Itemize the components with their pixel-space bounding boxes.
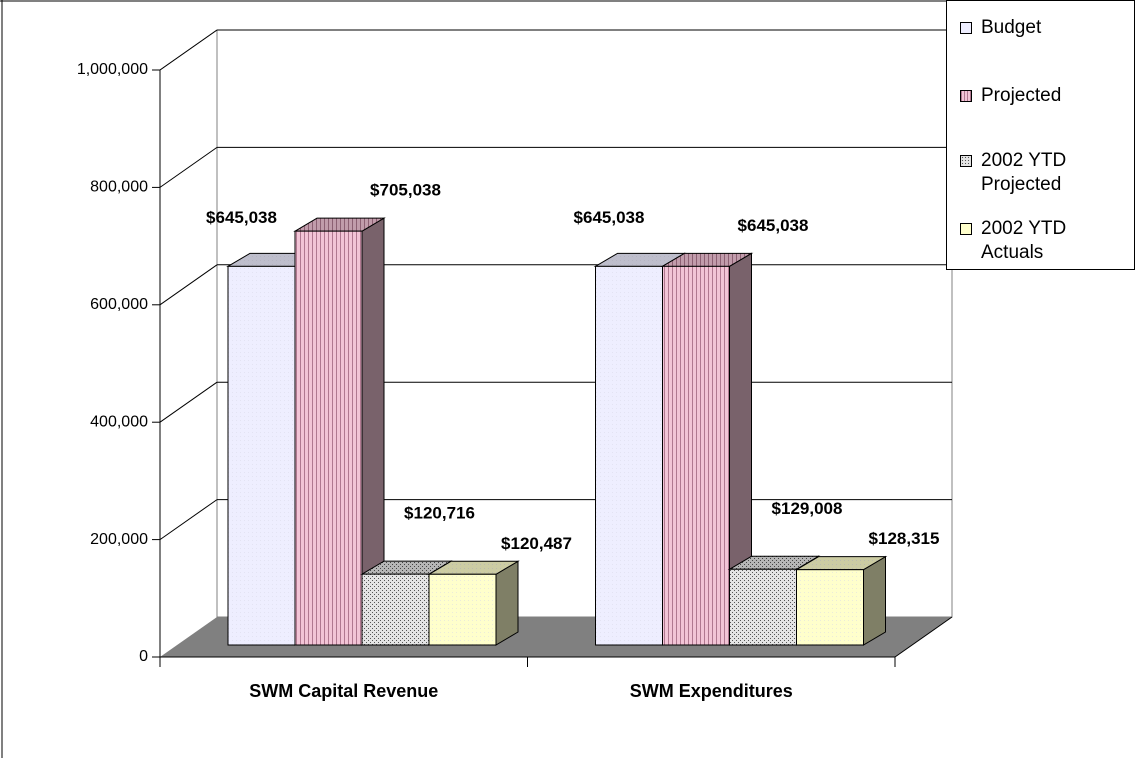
x-tick-label: SWM Expenditures	[630, 681, 793, 701]
data-label: $128,315	[869, 529, 940, 548]
bar-top-shade	[429, 561, 518, 575]
legend-item: 2002 YTD Projected	[960, 149, 1101, 197]
bar	[361, 573, 430, 646]
grid-line	[159, 146, 218, 188]
y-tick-label: 800,000	[90, 179, 148, 196]
legend-swatch	[960, 155, 972, 167]
bar	[595, 265, 663, 646]
grid-line	[159, 499, 218, 541]
bar-side-shade	[729, 253, 752, 645]
grid-line	[159, 29, 218, 71]
bar-top-shade	[295, 218, 384, 232]
x-axis	[894, 616, 953, 658]
y-tick-label: 0	[139, 648, 148, 665]
bar-top-shade	[729, 556, 819, 570]
legend-item: Projected	[960, 84, 1101, 108]
data-label: $120,716	[404, 504, 475, 523]
grid-line	[159, 264, 218, 306]
bar-top-shade	[362, 561, 451, 575]
bar	[227, 265, 296, 646]
legend-label: Projected	[981, 85, 1062, 106]
legend: Budget Projected 2002 YTD Projected 2002 YT…	[946, 0, 1135, 270]
data-label: $129,008	[772, 499, 843, 518]
legend-item: Budget	[960, 16, 1101, 40]
data-label: $120,487	[501, 534, 572, 553]
legend-label: 2002 YTD Actuals	[981, 218, 1067, 263]
y-tick-label: 1,000,000	[77, 61, 148, 78]
grid-line	[159, 381, 218, 423]
bar-top-shade	[595, 253, 685, 267]
bar	[662, 265, 730, 646]
bar-side-shade	[362, 218, 384, 645]
y-tick-label: 400,000	[90, 413, 148, 430]
legend-label: Budget	[981, 17, 1042, 38]
legend-item: 2002 YTD Actuals	[960, 217, 1101, 265]
bar	[796, 569, 864, 646]
data-label: $645,038	[738, 216, 809, 235]
data-label: $645,038	[206, 208, 277, 227]
legend-swatch	[960, 90, 972, 102]
data-label: $705,038	[370, 181, 441, 200]
bar	[294, 230, 363, 646]
bar	[729, 568, 797, 646]
data-label: $645,038	[574, 208, 645, 227]
bar	[428, 573, 497, 646]
bar-side-shade	[863, 556, 886, 645]
x-tick-label: SWM Capital Revenue	[249, 681, 438, 701]
y-tick-label: 200,000	[90, 531, 148, 548]
legend-swatch	[960, 223, 972, 235]
legend-label: 2002 YTD Projected	[981, 150, 1067, 195]
y-tick-label: 600,000	[90, 296, 148, 313]
bar-top-shade	[662, 253, 752, 267]
legend-swatch	[960, 22, 972, 34]
bar-top-shade	[796, 556, 886, 570]
bar-side-shade	[496, 561, 518, 645]
